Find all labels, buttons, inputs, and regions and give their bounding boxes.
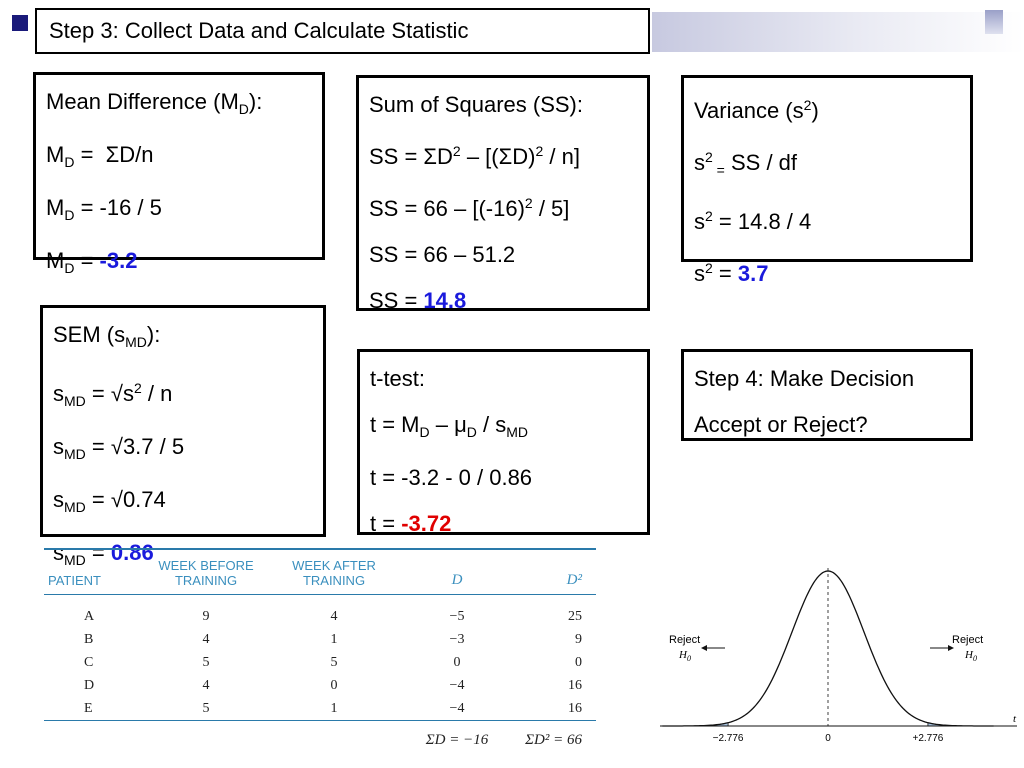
step-4-box: Step 4: Make Decision Accept or Reject? bbox=[681, 349, 973, 441]
t-distribution-figure: Reject H0 Reject H0 −2.776 0 +2.776 t bbox=[660, 568, 1017, 744]
header-patient: PATIENT bbox=[48, 573, 101, 588]
cell-d-squared: 16 bbox=[568, 700, 582, 716]
cell-d: −4 bbox=[449, 677, 465, 693]
t-test-substitution: t = -3.2 - 0 / 0.86 bbox=[370, 465, 533, 490]
sum-of-squares-box: Sum of Squares (SS): SS = ΣD2 – [(ΣD)2 /… bbox=[356, 75, 650, 313]
decorative-square bbox=[12, 15, 28, 31]
table-sum-row: ΣD = −16 ΣD² = 66 bbox=[44, 721, 596, 757]
sum-of-squares-value: 14.8 bbox=[423, 288, 467, 313]
mean-difference-result: MD = -3.2 bbox=[46, 248, 138, 276]
table-row: C 5 5 0 0 bbox=[44, 651, 596, 674]
table-row: E 5 1 −4 16 bbox=[44, 697, 596, 721]
t-value: -3.72 bbox=[401, 511, 452, 536]
variance-formula: s2 = SS / df bbox=[694, 149, 798, 178]
table-row: D 4 0 −4 16 bbox=[44, 674, 596, 697]
tick-left: −2.776 bbox=[713, 733, 744, 744]
sum-of-squares-result: SS = 14.8 bbox=[369, 288, 467, 313]
cell-patient: A bbox=[84, 608, 95, 624]
h0-label-left: H0 bbox=[678, 649, 691, 663]
cell-d-squared: 0 bbox=[575, 654, 582, 670]
cell-d-squared: 16 bbox=[568, 677, 582, 693]
cell-patient: C bbox=[84, 654, 94, 670]
cell-after: 5 bbox=[330, 654, 338, 670]
cell-before: 9 bbox=[202, 608, 210, 624]
sem-box: SEM (sMD): sMD = √s2 / n sMD = √3.7 / 5 … bbox=[40, 305, 326, 568]
h0-label-right: H0 bbox=[964, 649, 977, 663]
cell-before: 4 bbox=[202, 677, 210, 693]
cell-d: 0 bbox=[453, 654, 461, 670]
cell-after: 4 bbox=[330, 608, 338, 624]
sum-of-squares-formula: SS = ΣD2 – [(ΣD)2 / n] bbox=[369, 143, 580, 169]
cell-d: −5 bbox=[449, 608, 465, 624]
sum-of-squares-step: SS = 66 – 51.2 bbox=[369, 242, 516, 267]
cell-before: 5 bbox=[202, 654, 210, 670]
cell-d: −4 bbox=[449, 700, 465, 716]
cell-after: 0 bbox=[330, 677, 338, 693]
sum-d: ΣD = −16 bbox=[425, 732, 489, 748]
table-row: B 4 1 −3 9 bbox=[44, 628, 596, 651]
sum-d-squared: ΣD² = 66 bbox=[525, 732, 582, 748]
cell-d-squared: 25 bbox=[568, 608, 582, 624]
mean-difference-formula: MD = ΣD/n bbox=[46, 142, 154, 170]
tick-center: 0 bbox=[825, 733, 831, 744]
mean-difference-value: -3.2 bbox=[99, 248, 138, 273]
variance-heading: Variance (s2) bbox=[694, 97, 819, 123]
header-d-squared: D² bbox=[566, 572, 582, 588]
variance-substitution: s2 = 14.8 / 4 bbox=[694, 208, 812, 234]
left-arrow-icon bbox=[701, 645, 707, 651]
sem-step: sMD = √0.74 bbox=[53, 487, 166, 515]
cell-patient: E bbox=[84, 700, 93, 716]
header-week-before: WEEK BEFORE TRAINING bbox=[158, 558, 254, 588]
mean-difference-heading: Mean Difference (MD): bbox=[46, 89, 263, 117]
cell-d-squared: 9 bbox=[575, 631, 582, 647]
cell-before: 4 bbox=[202, 631, 210, 647]
slide-title: Step 3: Collect Data and Calculate Stati… bbox=[35, 8, 650, 54]
header-d: D bbox=[451, 572, 463, 588]
slide-title-text: Step 3: Collect Data and Calculate Stati… bbox=[49, 18, 469, 43]
step-4-question: Accept or Reject? bbox=[694, 412, 868, 437]
tick-right: +2.776 bbox=[912, 733, 943, 744]
decorative-header-bar bbox=[652, 12, 1024, 52]
t-test-heading: t-test: bbox=[370, 366, 426, 391]
mean-difference-box: Mean Difference (MD): MD = ΣD/n MD = -16… bbox=[33, 72, 325, 276]
t-test-formula: t = MD – μD / sMD bbox=[370, 412, 529, 440]
decorative-corner bbox=[985, 10, 1003, 34]
sem-formula: sMD = √s2 / n bbox=[53, 380, 173, 409]
cell-d: −3 bbox=[449, 631, 465, 647]
sem-substitution: sMD = √3.7 / 5 bbox=[53, 434, 185, 462]
cell-before: 5 bbox=[202, 700, 210, 716]
sem-heading: SEM (sMD): bbox=[53, 322, 161, 350]
sum-of-squares-heading: Sum of Squares (SS): bbox=[369, 92, 583, 117]
variance-result: s2 = 3.7 bbox=[694, 260, 769, 286]
cell-patient: B bbox=[84, 631, 94, 647]
reject-label-left: Reject bbox=[669, 634, 700, 646]
sem-result: sMD = 0.86 bbox=[53, 540, 154, 568]
t-test-box: t-test: t = MD – μD / sMD t = -3.2 - 0 /… bbox=[357, 349, 650, 536]
cell-patient: D bbox=[84, 677, 95, 693]
cell-after: 1 bbox=[330, 631, 338, 647]
mean-difference-substitution: MD = -16 / 5 bbox=[46, 195, 162, 223]
t-test-result: t = -3.72 bbox=[370, 511, 452, 536]
sem-value: 0.86 bbox=[110, 540, 154, 565]
variance-value: 3.7 bbox=[737, 261, 769, 286]
table-row: A 9 4 −5 25 bbox=[44, 595, 596, 629]
t-axis-label: t bbox=[1013, 713, 1017, 725]
sum-of-squares-substitution: SS = 66 – [(-16)2 / 5] bbox=[369, 195, 570, 221]
step-4-heading: Step 4: Make Decision bbox=[694, 366, 915, 391]
header-week-after: WEEK AFTER TRAINING bbox=[292, 558, 376, 588]
right-arrow-icon bbox=[948, 645, 954, 651]
variance-box: Variance (s2) s2 = SS / df s2 = 14.8 / 4… bbox=[681, 75, 973, 286]
data-table: PATIENT WEEK BEFORE TRAINING WEEK AFTER … bbox=[44, 548, 596, 763]
table-header-row: PATIENT WEEK BEFORE TRAINING WEEK AFTER … bbox=[44, 549, 596, 595]
reject-label-right: Reject bbox=[952, 634, 983, 646]
cell-after: 1 bbox=[330, 700, 338, 716]
